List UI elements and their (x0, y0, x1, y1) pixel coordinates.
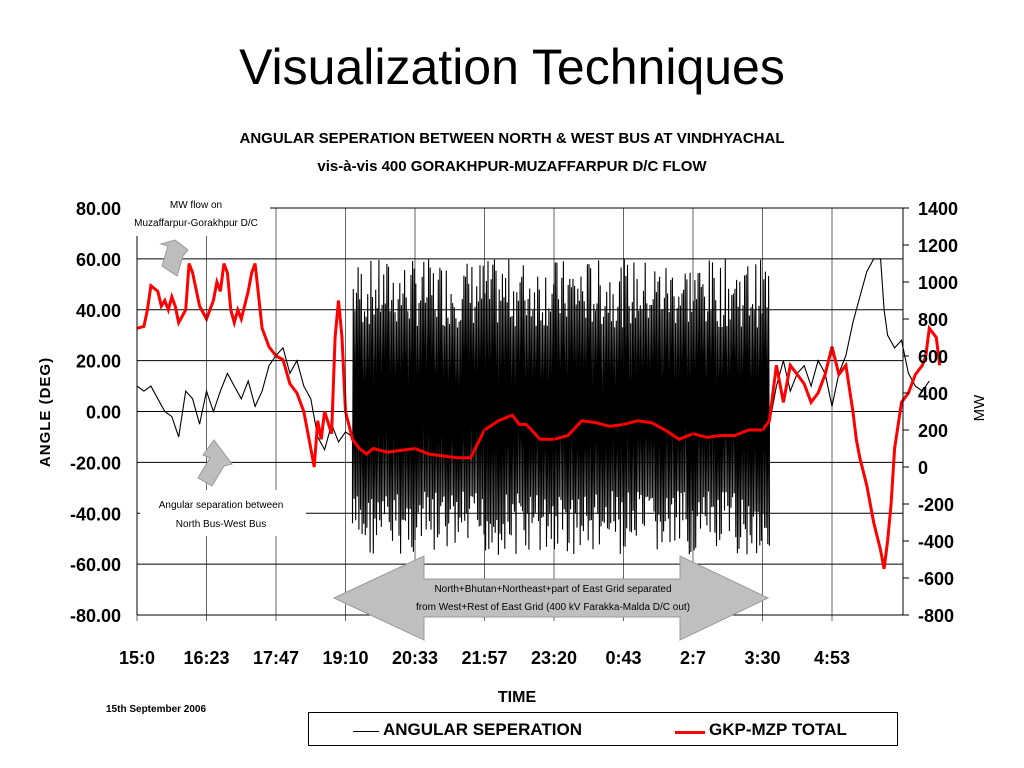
axes (136, 207, 909, 621)
x-tick-label: 3:30 (744, 648, 780, 668)
y2-tick-label: -400 (918, 532, 954, 552)
y-tick-label: 20.00 (76, 352, 121, 372)
series-line-gkp-mzp-total (136, 262, 942, 570)
legend-swatch-angular (353, 731, 379, 732)
x-tick-label: 4:53 (814, 648, 850, 668)
y2-tick-label: -200 (918, 495, 954, 515)
y2-tick-label: 400 (918, 384, 948, 404)
arrow-up-icon (197, 439, 233, 487)
y2-tick-label: 200 (918, 421, 948, 441)
date-note: 15th September 2006 (106, 704, 207, 715)
annotation-angular-line1: Angular separation between (159, 500, 284, 511)
y-tick-label: 80.00 (76, 199, 121, 219)
legend: ANGULAR SEPERATION GKP-MZP TOTAL (308, 712, 898, 746)
x-tick-label: 0:43 (605, 648, 641, 668)
x-tick-labels: 15:0 16:23 17:47 19:10 20:33 21:57 23:20 0:43 2:… (119, 648, 850, 668)
y2-tick-label: -800 (918, 606, 954, 626)
y2-tick-label: 800 (918, 310, 948, 330)
x-tick-label: 21:57 (461, 648, 507, 668)
y-tick-label: -20.00 (70, 453, 121, 473)
y-tick-label: -60.00 (70, 555, 121, 575)
annotation-angular-line2: North Bus-West Bus (176, 519, 266, 530)
annotation-angular: Angular separation between North Bus-Wes… (140, 439, 306, 536)
left-tick-labels: 80.00 60.00 40.00 20.00 0.00 -20.00 -40.00 -60.… (70, 199, 121, 626)
double-arrow-icon (332, 555, 770, 641)
y-tick-label: 40.00 (76, 301, 121, 321)
y2-tick-label: 1400 (918, 199, 958, 219)
y-tick-label: -80.00 (70, 606, 121, 626)
chart-title: ANGULAR SEPERATION BETWEEN NORTH & WEST … (239, 130, 785, 147)
x-tick-label: 19:10 (322, 648, 368, 668)
series-line-angular-separation (136, 258, 930, 555)
y-tick-label: -40.00 (70, 504, 121, 524)
chart-subtitle: vis-à-vis 400 GORAKHPUR-MUZAFFARPUR D/C … (317, 158, 707, 175)
y2-tick-label: 1000 (918, 273, 958, 293)
annotation-mw-flow-line2: Muzaffarpur-Gorakhpur D/C (134, 218, 258, 229)
y-axis-label: ANGLE (DEG) (37, 357, 54, 467)
annotation-mw-flow-line1: MW flow on (170, 200, 222, 211)
annotation-separation-line1: North+Bhutan+Northeast+part of East Grid… (434, 584, 671, 595)
y2-tick-label: 0 (918, 458, 928, 478)
y2-tick-label: 1200 (918, 236, 958, 256)
x-tick-label: 15:0 (119, 648, 155, 668)
y2-tick-label: 600 (918, 347, 948, 367)
legend-swatch-gkp-mzp (675, 731, 705, 734)
y-tick-label: 0.00 (86, 403, 121, 423)
x-tick-label: 16:23 (183, 648, 229, 668)
legend-label-gkp-mzp: GKP-MZP TOTAL (709, 720, 847, 739)
arrow-down-icon (159, 239, 189, 277)
right-tick-labels: 1400 1200 1000 800 600 400 200 0 -200 -400 -600 -80… (918, 199, 958, 626)
annotation-separation-line2: from West+Rest of East Grid (400 kV Fara… (416, 602, 690, 613)
x-tick-label: 17:47 (253, 648, 299, 668)
slide-title: Visualization Techniques (239, 39, 785, 95)
x-tick-label: 23:20 (531, 648, 577, 668)
y-tick-label: 60.00 (76, 250, 121, 270)
x-tick-label: 20:33 (392, 648, 438, 668)
legend-label-angular: ANGULAR SEPERATION (383, 720, 582, 739)
annotation-separation: North+Bhutan+Northeast+part of East Grid… (332, 555, 770, 641)
y2-tick-label: -600 (918, 569, 954, 589)
annotation-mw-flow: MW flow on Muzaffarpur-Gorakhpur D/C (124, 192, 270, 277)
x-tick-label: 2:7 (680, 648, 706, 668)
y2-axis-label: MW (971, 394, 988, 421)
x-axis-label: TIME (498, 689, 537, 706)
